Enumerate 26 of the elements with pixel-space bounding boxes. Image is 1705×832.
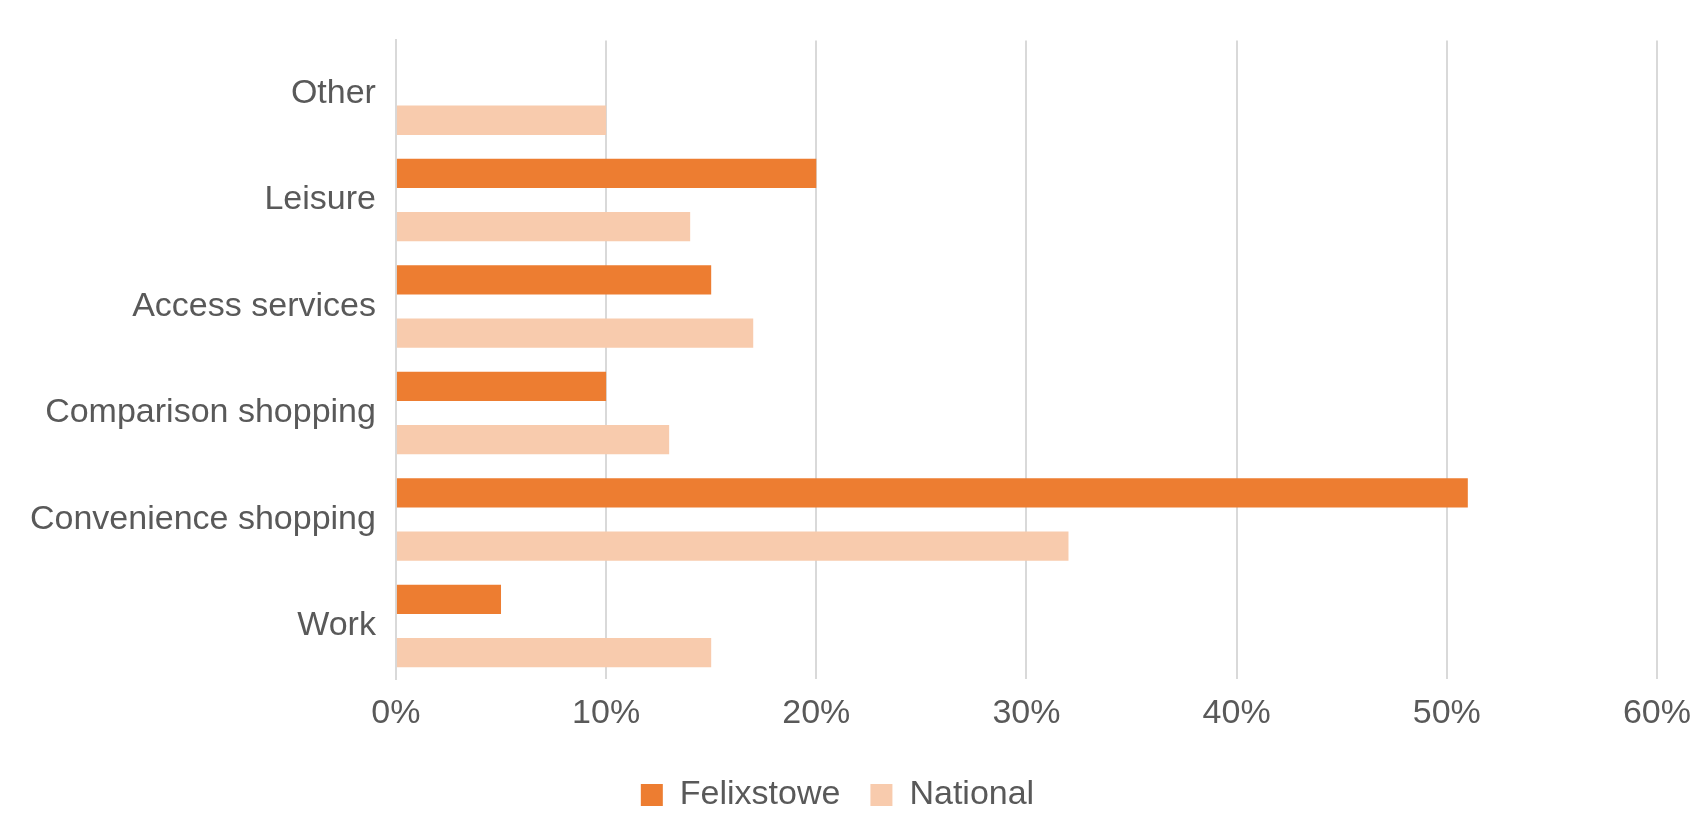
bar bbox=[396, 318, 754, 348]
legend-label: National bbox=[909, 773, 1035, 812]
bar bbox=[396, 425, 670, 455]
bar bbox=[396, 212, 691, 242]
bar bbox=[396, 637, 712, 668]
bar bbox=[396, 478, 1468, 508]
y-tick-label: Other bbox=[290, 72, 376, 111]
y-tick-label: Work bbox=[297, 604, 377, 643]
x-tick-label: 50% bbox=[1412, 691, 1481, 730]
x-tick-label: 20% bbox=[782, 691, 851, 730]
x-tick-label: 30% bbox=[992, 691, 1061, 730]
x-tick-label: 40% bbox=[1202, 691, 1271, 730]
bar bbox=[396, 105, 607, 135]
y-tick-label: Access services bbox=[132, 284, 376, 323]
legend-label: Felixstowe bbox=[679, 773, 841, 812]
y-tick-label: Leisure bbox=[264, 178, 376, 217]
bar bbox=[396, 158, 817, 189]
bar bbox=[396, 265, 712, 295]
y-tick-label: Convenience shopping bbox=[29, 497, 376, 536]
bar bbox=[396, 531, 1069, 561]
bar bbox=[396, 371, 607, 402]
y-tick-label: Comparison shopping bbox=[45, 391, 376, 430]
x-tick-label: 10% bbox=[572, 691, 641, 730]
bar bbox=[396, 584, 502, 614]
x-tick-label: 0% bbox=[371, 691, 421, 730]
x-tick-label: 60% bbox=[1622, 691, 1692, 730]
